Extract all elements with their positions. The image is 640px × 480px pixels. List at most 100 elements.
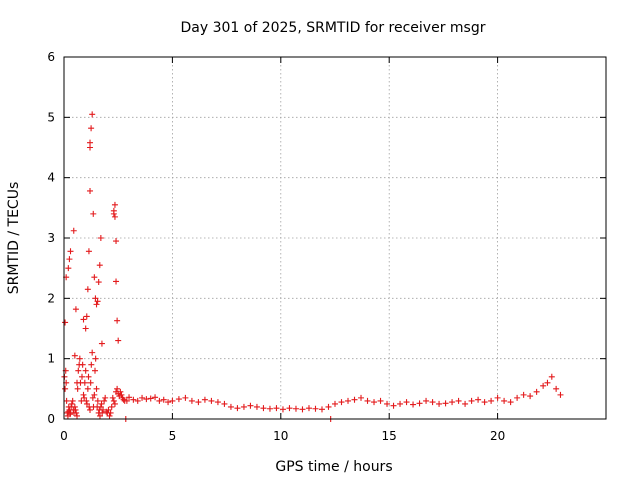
- data-point: [384, 400, 391, 407]
- data-point: [364, 397, 371, 404]
- data-point: [73, 409, 80, 416]
- data-point: [234, 405, 241, 412]
- data-point: [286, 405, 293, 412]
- data-point: [325, 403, 332, 410]
- data-point: [410, 401, 417, 408]
- data-point: [88, 125, 95, 132]
- data-point: [78, 373, 85, 380]
- data-point: [227, 403, 234, 410]
- data-point: [75, 367, 82, 374]
- data-point: [436, 400, 443, 407]
- data-point: [247, 402, 254, 409]
- data-point: [299, 406, 306, 413]
- data-point: [423, 397, 430, 404]
- data-point: [182, 394, 189, 401]
- data-point: [544, 379, 551, 386]
- x-tick-label: 15: [382, 429, 397, 443]
- data-point: [88, 361, 95, 368]
- data-point: [82, 367, 89, 374]
- data-point: [494, 394, 501, 401]
- data-point: [377, 397, 384, 404]
- data-point: [89, 349, 96, 356]
- y-tick-label: 6: [47, 50, 55, 64]
- data-point: [240, 403, 247, 410]
- data-point: [94, 298, 101, 305]
- data-point: [108, 403, 115, 410]
- data-point: [397, 400, 404, 407]
- data-point: [85, 373, 92, 380]
- data-point: [115, 337, 122, 344]
- data-point: [312, 405, 319, 412]
- data-point: [139, 394, 146, 401]
- data-point: [68, 400, 75, 407]
- data-point: [62, 319, 69, 326]
- data-point: [195, 399, 202, 406]
- data-point: [81, 394, 88, 401]
- data-point: [527, 393, 534, 400]
- data-point: [345, 397, 352, 404]
- data-point: [76, 355, 83, 362]
- data-point: [92, 367, 99, 374]
- data-point: [97, 403, 104, 410]
- data-point: [83, 400, 90, 407]
- data-point: [462, 400, 469, 407]
- data-point: [507, 399, 514, 406]
- data-point: [62, 385, 69, 392]
- data-point: [165, 399, 172, 406]
- y-tick-label: 5: [47, 110, 55, 124]
- data-point: [65, 265, 72, 272]
- data-point: [358, 394, 365, 401]
- data-point: [156, 397, 163, 404]
- x-axis-label: GPS time / hours: [275, 459, 392, 475]
- data-point: [101, 397, 108, 404]
- data-point: [74, 385, 81, 392]
- grid: [64, 57, 606, 419]
- data-point: [96, 412, 103, 419]
- data-point: [87, 379, 94, 386]
- data-point: [72, 406, 79, 413]
- data-point: [83, 313, 90, 320]
- data-point: [96, 262, 103, 269]
- data-point: [107, 409, 114, 416]
- data-point: [553, 385, 560, 392]
- data-points: [61, 111, 564, 422]
- y-tick-label: 3: [47, 231, 55, 245]
- data-point: [134, 397, 141, 404]
- x-tick-label: 20: [490, 429, 505, 443]
- data-point: [92, 355, 99, 362]
- data-point: [63, 397, 70, 404]
- data-point: [214, 399, 221, 406]
- data-point: [71, 352, 78, 359]
- data-point: [118, 391, 125, 398]
- data-point: [481, 399, 488, 406]
- x-tick-label: 0: [60, 429, 68, 443]
- x-tick-label: 5: [169, 429, 177, 443]
- data-point: [81, 379, 88, 386]
- data-point: [208, 397, 215, 404]
- data-point: [540, 382, 547, 389]
- data-point: [84, 385, 91, 392]
- data-point: [468, 397, 475, 404]
- data-point: [84, 286, 91, 293]
- data-point: [221, 400, 228, 407]
- data-point: [501, 397, 508, 404]
- y-tick-label: 4: [47, 171, 55, 185]
- data-point: [89, 394, 96, 401]
- y-tick-labels: 0 1 2 3 4 5 6: [47, 50, 55, 426]
- data-point: [66, 256, 73, 263]
- data-point: [169, 397, 176, 404]
- data-point: [106, 412, 113, 419]
- data-point: [90, 210, 97, 217]
- data-point: [99, 409, 106, 416]
- data-point: [188, 397, 195, 404]
- data-point: [520, 391, 527, 398]
- data-point: [87, 139, 94, 146]
- data-point: [371, 399, 378, 406]
- data-point: [69, 397, 76, 404]
- data-point: [160, 396, 167, 403]
- data-point: [82, 325, 89, 332]
- data-point: [126, 394, 133, 401]
- data-point: [143, 396, 150, 403]
- data-point: [351, 396, 358, 403]
- data-point: [390, 402, 397, 409]
